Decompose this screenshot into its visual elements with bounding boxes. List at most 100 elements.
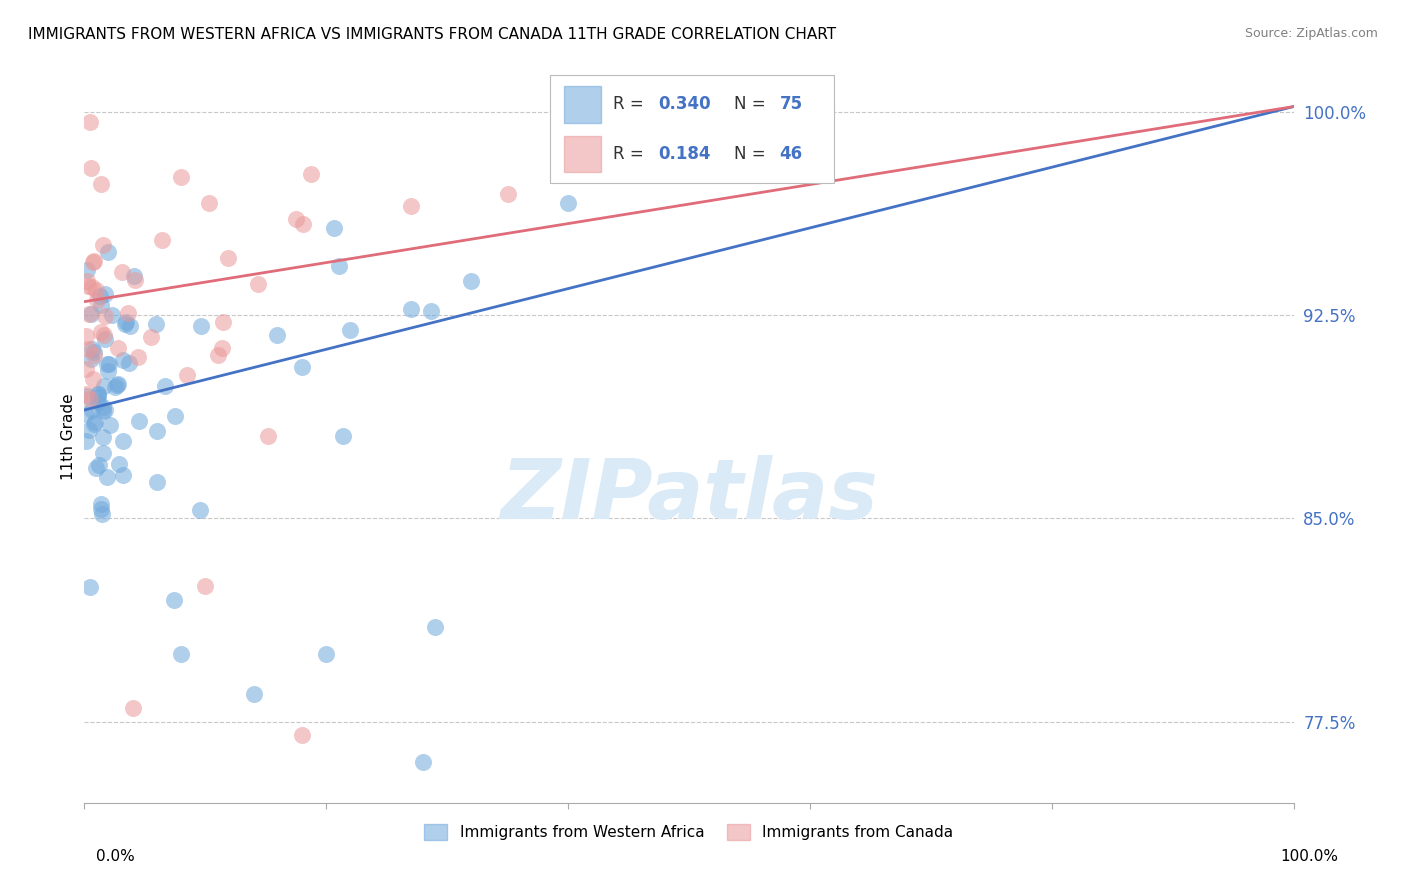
Text: 0.184: 0.184 xyxy=(659,145,711,163)
Text: N =: N = xyxy=(734,95,770,113)
Point xyxy=(112,434,135,448)
Point xyxy=(93,328,115,343)
Point xyxy=(90,178,112,192)
Point xyxy=(94,331,117,345)
Point xyxy=(79,114,101,128)
Point xyxy=(90,298,112,312)
Point xyxy=(194,579,217,593)
Point xyxy=(145,318,167,332)
Point xyxy=(117,305,139,319)
Point xyxy=(75,329,97,343)
Point xyxy=(323,221,346,235)
Point xyxy=(120,318,142,333)
Point xyxy=(86,293,108,308)
Point xyxy=(80,342,103,356)
Point xyxy=(217,251,239,265)
Point xyxy=(115,315,138,329)
Point xyxy=(107,457,129,471)
Point xyxy=(285,212,308,227)
Point xyxy=(87,458,110,473)
Point xyxy=(266,327,288,342)
Point xyxy=(83,415,105,429)
Point xyxy=(84,283,107,297)
Point xyxy=(97,364,120,378)
Point xyxy=(460,274,482,288)
Point xyxy=(98,357,121,371)
Point xyxy=(76,342,98,356)
Point xyxy=(207,348,229,362)
Point xyxy=(82,403,104,417)
Point xyxy=(77,307,100,321)
Point xyxy=(105,378,128,392)
Text: 75: 75 xyxy=(780,95,803,113)
Point xyxy=(82,371,104,385)
Point xyxy=(79,580,101,594)
Point xyxy=(170,647,193,661)
Point xyxy=(124,273,146,287)
Point xyxy=(242,688,264,702)
Point xyxy=(146,475,169,489)
Point xyxy=(91,404,114,418)
Point xyxy=(75,387,97,401)
Text: 0.0%: 0.0% xyxy=(96,849,135,864)
Point xyxy=(76,263,98,277)
Point xyxy=(75,362,97,376)
Point xyxy=(77,279,100,293)
Point xyxy=(87,395,110,409)
Point xyxy=(399,199,422,213)
Point xyxy=(96,358,118,372)
Point xyxy=(90,502,112,516)
Point xyxy=(163,592,186,607)
Point xyxy=(212,315,235,329)
Point xyxy=(339,323,361,337)
Point xyxy=(247,277,270,291)
Point xyxy=(90,497,112,511)
Point xyxy=(188,503,211,517)
Point xyxy=(87,387,110,401)
Point xyxy=(328,259,350,273)
Point xyxy=(170,169,193,184)
Point xyxy=(107,376,129,391)
Point xyxy=(315,647,337,661)
Point xyxy=(117,356,139,370)
Point xyxy=(91,446,114,460)
Point xyxy=(83,345,105,359)
Text: ZIPatlas: ZIPatlas xyxy=(501,455,877,536)
Point xyxy=(112,467,135,482)
Bar xyxy=(564,136,600,172)
Text: 46: 46 xyxy=(780,145,803,163)
Point xyxy=(423,620,446,634)
Text: 0.340: 0.340 xyxy=(659,95,711,113)
Point xyxy=(114,317,136,331)
Point xyxy=(83,253,105,268)
Point xyxy=(104,380,127,394)
Point xyxy=(412,755,434,769)
Point xyxy=(94,309,117,323)
Point xyxy=(75,434,97,448)
Point xyxy=(190,318,212,333)
Point xyxy=(79,392,101,406)
Legend: Immigrants from Western Africa, Immigrants from Canada: Immigrants from Western Africa, Immigran… xyxy=(419,818,959,847)
Text: 100.0%: 100.0% xyxy=(1281,849,1339,864)
Point xyxy=(76,275,98,289)
Bar xyxy=(564,86,600,122)
Point xyxy=(97,245,120,260)
Text: N =: N = xyxy=(734,145,770,163)
Point xyxy=(93,379,115,393)
Point xyxy=(93,430,115,444)
Point xyxy=(90,325,112,339)
Point xyxy=(80,351,103,366)
Point xyxy=(299,168,322,182)
Text: R =: R = xyxy=(613,95,648,113)
Point xyxy=(77,423,100,437)
Point xyxy=(291,728,314,742)
Point xyxy=(163,409,186,423)
Y-axis label: 11th Grade: 11th Grade xyxy=(60,393,76,481)
Point xyxy=(399,301,422,316)
Point xyxy=(291,359,314,374)
Point xyxy=(111,352,134,367)
Point xyxy=(84,461,107,475)
Point xyxy=(86,386,108,401)
Text: IMMIGRANTS FROM WESTERN AFRICA VS IMMIGRANTS FROM CANADA 11TH GRADE CORRELATION : IMMIGRANTS FROM WESTERN AFRICA VS IMMIGR… xyxy=(28,27,837,42)
Point xyxy=(79,161,101,175)
